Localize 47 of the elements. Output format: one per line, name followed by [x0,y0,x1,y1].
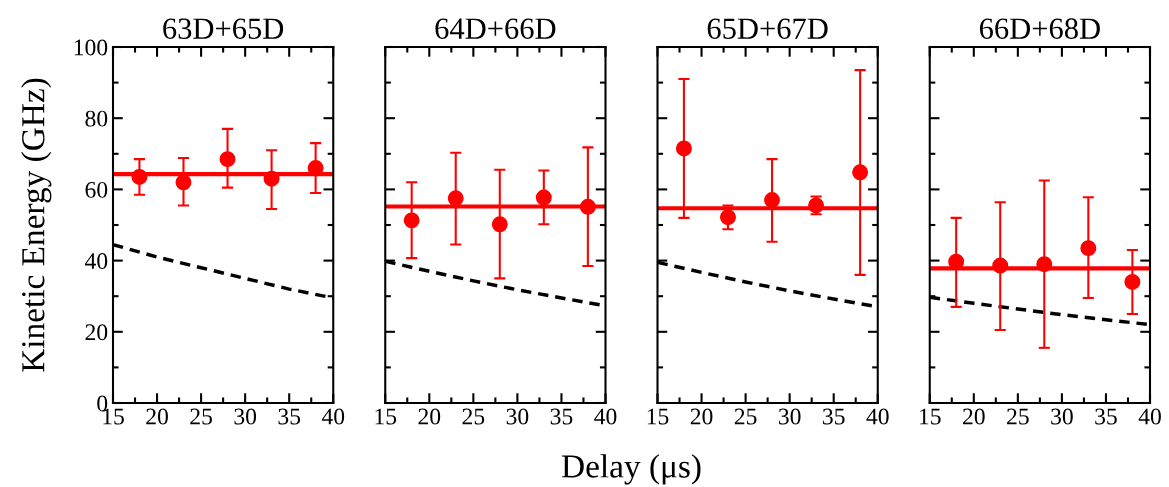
point [852,164,869,181]
point [720,209,736,226]
x-tick-label: 20 [963,408,985,425]
y-tick-label: 100 [74,39,108,56]
x-tick-label: 35 [278,408,301,425]
x-tick-label: 25 [190,408,212,425]
point [579,198,596,215]
y-axis-title: Kinetic Energy (GHz) [21,78,52,372]
x-tick-label: 25 [734,408,757,425]
x-tick-label: 20 [146,408,168,425]
x-tick-label: 30 [1051,408,1073,425]
y-tick-label: 60 [85,181,108,198]
x-tick-label: 20 [690,408,713,425]
x-tick-label: 35 [823,408,845,425]
x-tick-label: 35 [550,408,573,425]
x-tick-label: 40 [866,408,889,425]
point [535,189,552,206]
x-tick-label: 35 [1095,408,1117,425]
text: Delay (μs) [561,454,701,485]
chart-title: 63D+65D [163,18,284,39]
x-tick-label: 25 [462,408,485,425]
y-tick-label: 40 [84,253,108,270]
x-tick-label: 30 [778,408,801,425]
point [1036,256,1053,273]
x-tick-label: 20 [418,408,441,425]
y-tick-label: 80 [85,110,108,127]
chart-title: 66D+68D [979,18,1100,39]
point [1080,240,1097,257]
x-tick-label: 40 [594,408,617,425]
point [447,190,464,207]
point [675,140,692,157]
chart-title: 65D+67D [707,18,828,39]
x-tick-label: 30 [234,408,257,425]
x-tick-label: 40 [1138,408,1161,425]
x-tick-label: 25 [1007,408,1029,425]
point [403,212,420,229]
x-tick-label: 40 [321,408,345,425]
point [1124,273,1141,290]
point [491,216,508,233]
y-tick-label: 20 [85,324,108,341]
x-tick-label: 15 [920,408,941,425]
x-tick-label: 15 [647,408,669,425]
point [992,257,1009,274]
x-tick-label: 30 [506,408,529,425]
chart-title: 64D+66D [435,18,556,39]
x-tick-label: 15 [375,408,397,425]
point [764,192,781,209]
